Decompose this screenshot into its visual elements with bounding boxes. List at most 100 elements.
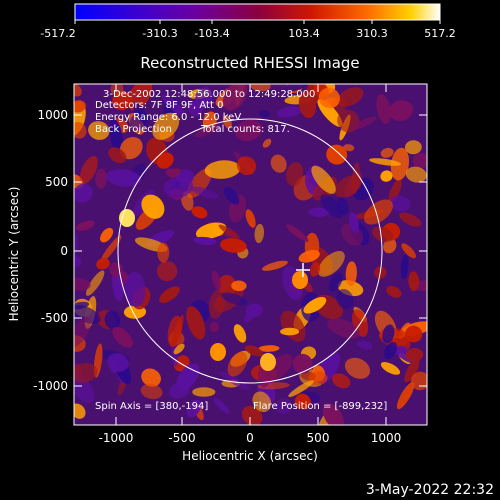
emission-blob [169,381,190,399]
emission-blob [351,116,377,130]
emission-blob [88,121,110,140]
emission-blob [343,144,355,152]
emission-blob [376,94,391,124]
emission-blob [227,351,248,377]
emission-blob [318,87,340,109]
emission-blob [372,226,394,243]
emission-blob [79,155,98,185]
emission-blob [133,102,147,124]
emission-blob [258,345,280,352]
emission-blob [190,186,219,199]
x-tick-labels: -1000 -500 0 500 1000 [99,431,402,445]
emission-blob [292,353,313,374]
emission-blob [204,160,241,179]
emission-blob [349,212,359,234]
colorbar-tick-label: -517.2 [40,27,75,40]
emission-blob [108,147,127,164]
emission-blob [322,403,344,425]
emission-blob [219,371,250,391]
y-tick-label: 500 [45,175,68,189]
x-axis-label: Heliocentric X (arcsec) [182,449,318,463]
x-tick-label: 500 [307,431,330,445]
colorbar-tick-label: -310.3 [142,27,177,40]
emission-blob [188,102,203,116]
emission-blob [285,84,308,92]
emission-blob [383,238,397,254]
emission-blob [270,154,287,173]
emission-blob [74,121,87,139]
colorbar-tick-label: 103.4 [288,27,320,40]
emission-blob [261,260,288,271]
emission-blob [96,258,110,270]
emission-blob [110,84,124,96]
emission-blob [294,393,311,410]
plot-title: Reconstructed RHESSI Image [140,54,359,72]
emission-blob [244,345,264,357]
colorbar-tick-label: 310.3 [356,27,388,40]
emission-blob [140,383,163,400]
colorbar-labels: -517.2 -310.3 -103.4 103.4 310.3 517.2 [40,27,455,40]
emission-blob [331,373,351,389]
emission-blob [408,271,420,291]
emission-blob [152,112,180,140]
emission-blob [127,84,153,111]
emission-blob [194,124,220,138]
emission-blob [74,363,98,383]
emission-blob [231,280,247,292]
emission-blob [124,271,146,307]
colorbar-ticks [74,20,441,24]
emission-blob [388,178,402,203]
emission-blob [195,222,227,240]
method: Back Projection [95,124,172,135]
x-tick-label: -500 [168,431,195,445]
emission-blob [386,285,402,298]
emission-blob [336,197,349,216]
emission-blob [156,261,178,282]
emission-blob [298,91,316,119]
emission-blob [186,306,206,340]
emission-blob [336,289,354,310]
footer-date: 3-May-2022 22:32 [366,482,494,498]
emission-blob [213,398,230,414]
y-tick-label: -500 [41,311,68,325]
emission-blob [308,207,330,217]
emission-blob [74,304,101,325]
emission-blob [86,270,105,296]
emission-blob [100,235,122,263]
emission-blob [222,115,232,129]
emission-blob [399,212,422,227]
emission-blob [380,170,393,182]
emission-blob [401,243,416,259]
emission-blob [106,169,142,187]
y-tick-label: -1000 [33,379,68,393]
x-tick-label: 0 [246,431,254,445]
emission-blob [223,186,240,205]
emission-blob [262,138,272,148]
total-counts: Total counts: 817. [200,124,290,135]
emission-blob [356,340,373,350]
emission-blob [209,321,220,333]
emission-blob [337,87,364,107]
emission-blob [208,289,225,319]
emission-blob [119,136,143,160]
emission-blob [241,405,263,425]
solar-limb-circle [117,118,383,384]
emission-blob [100,227,114,243]
emission-blob [405,140,422,155]
emission-blob [74,316,92,348]
emission-blob [193,236,217,245]
colorbar-tick-label: 517.2 [424,27,456,40]
x-tick-label: 1000 [371,431,402,445]
emission-blob [396,381,415,410]
spin-axis-text: Spin Axis = [380,-194] [95,401,208,412]
emission-blob [327,318,361,339]
y-tick-label: 1000 [37,108,68,122]
emission-blob [298,249,320,263]
emission-blob [280,327,300,336]
emission-blob [369,158,401,166]
emission-blob [107,353,129,372]
emission-blob [186,399,201,418]
emission-blob [380,147,394,158]
emission-blob [388,100,413,121]
emission-blob [218,224,240,239]
